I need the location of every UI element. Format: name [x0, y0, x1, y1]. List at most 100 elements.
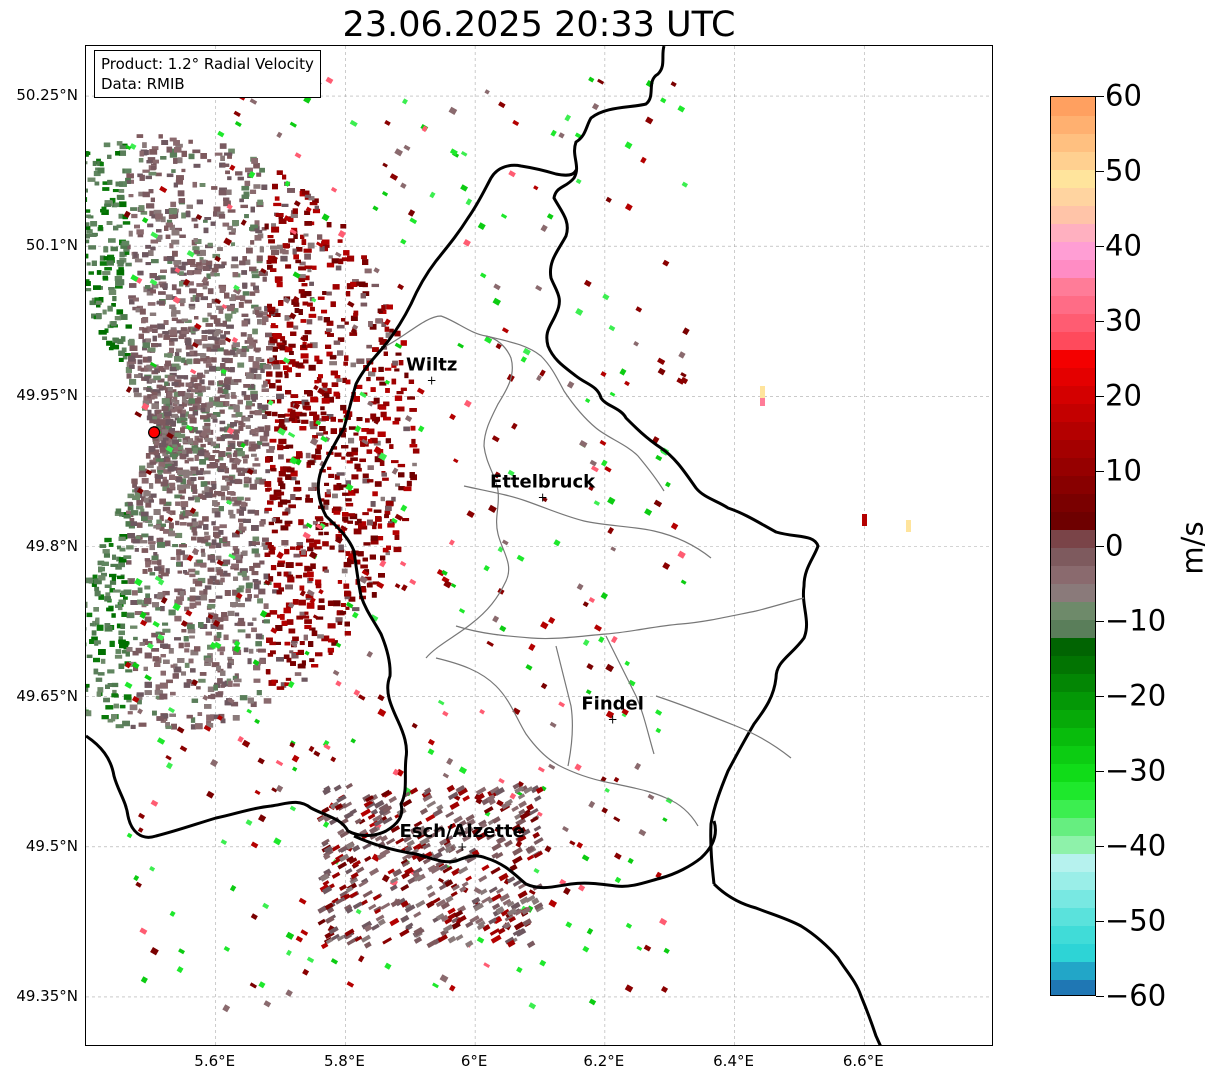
echo-pixel	[211, 521, 216, 526]
echo-pixel	[197, 392, 203, 397]
echo-pixel	[168, 214, 177, 219]
echo-pixel	[202, 286, 208, 290]
echo-pixel	[219, 394, 226, 398]
echo-pixel	[133, 297, 139, 302]
echo-pixel	[279, 344, 286, 351]
echo-pixel	[299, 641, 305, 646]
echo-pixel	[292, 208, 298, 215]
echo-pixel	[175, 348, 182, 353]
echo-pixel	[225, 317, 232, 322]
echo-pixel	[290, 412, 297, 418]
echo-pixel	[373, 509, 382, 513]
echo-pixel	[367, 479, 374, 483]
echo-pixel	[175, 143, 183, 148]
echo-pixel	[312, 208, 321, 214]
echo-pixel	[213, 211, 221, 217]
echo-pixel	[92, 160, 97, 166]
echo-pixel	[133, 251, 138, 258]
echo-pixel	[275, 379, 281, 383]
echo-pixel	[123, 555, 132, 559]
echo-pixel	[203, 227, 209, 234]
echo-pixel	[231, 463, 238, 470]
echo-pixel	[318, 598, 325, 603]
radar-map[interactable]: + Wiltz + Ettelbruck + Findel + Esch/Alzette	[85, 45, 993, 1046]
echo-pixel	[177, 271, 184, 276]
echo-pixel	[261, 184, 268, 190]
echo-pixel	[224, 467, 229, 474]
echo-pixel	[250, 206, 255, 213]
echo-pixel	[210, 441, 217, 447]
echo-pixel	[186, 204, 193, 209]
echo-pixel	[251, 158, 259, 164]
echo-pixel	[350, 315, 358, 321]
echo-pixel	[157, 378, 165, 383]
echo-pixel	[113, 589, 121, 593]
echo-pixel	[204, 455, 210, 461]
echo-pixel	[232, 452, 238, 457]
echo-pixel	[227, 680, 233, 687]
echo-pixel	[171, 363, 180, 367]
echo-pixel	[153, 509, 161, 515]
echo-pixel	[301, 549, 306, 555]
echo-pixel	[179, 544, 187, 548]
echo-pixel	[266, 669, 271, 675]
echo-pixel	[129, 704, 138, 711]
echo-pixel	[258, 648, 266, 653]
echo-pixel	[130, 207, 138, 211]
echo-pixel	[194, 570, 200, 575]
echo-pixel	[236, 348, 244, 355]
echo-pixel	[264, 305, 269, 312]
echo-pixel	[164, 353, 172, 358]
echo-pixel	[220, 684, 225, 688]
echo-pixel	[117, 545, 122, 550]
echo-pixel	[210, 481, 217, 486]
echo-pixel	[200, 562, 207, 568]
echo-pixel	[216, 632, 222, 638]
echo-pixel	[86, 253, 89, 259]
echo-pixel	[241, 185, 250, 191]
echo-pixel	[257, 598, 263, 604]
echo-pixel	[200, 449, 205, 455]
echo-pixel	[155, 418, 160, 422]
echo-pixel	[222, 163, 230, 167]
echo-pixel	[327, 396, 335, 403]
echo-pixel	[351, 447, 359, 452]
echo-pixel	[159, 447, 166, 453]
echo-pixel	[186, 479, 192, 485]
echo-pixel	[207, 487, 216, 491]
echo-pixel	[322, 541, 329, 547]
echo-pixel	[290, 470, 298, 477]
echo-pixel	[331, 258, 339, 264]
echo-pixel	[160, 643, 169, 648]
echo-pixel	[303, 572, 310, 578]
echo-pixel	[184, 642, 190, 648]
echo-pixel	[359, 458, 366, 463]
echo-pixel	[251, 274, 260, 279]
echo-pixel	[244, 299, 252, 304]
echo-pixel	[303, 634, 308, 641]
echo-pixel	[197, 265, 203, 270]
echo-pixel	[173, 158, 178, 164]
echo-pixel	[224, 331, 231, 335]
echo-pixel	[105, 684, 110, 689]
echo-pixel	[169, 243, 174, 249]
echo-pixel	[263, 573, 269, 580]
echo-pixel	[163, 529, 170, 534]
echo-pixel	[212, 714, 220, 720]
echo-pixel	[177, 470, 183, 475]
echo-pixel	[357, 551, 364, 557]
echo-pixel	[283, 571, 289, 577]
echo-pixel	[248, 648, 254, 654]
echo-pixel	[212, 418, 218, 423]
echo-pixel	[149, 378, 157, 383]
echo-pixel	[145, 175, 152, 180]
echo-pixel	[183, 570, 188, 574]
echo-pixel	[119, 547, 126, 552]
echo-pixel	[341, 484, 350, 488]
echo-pixel	[238, 554, 244, 559]
echo-pixel	[297, 649, 304, 655]
echo-pixel	[334, 452, 342, 457]
echo-pixel	[206, 347, 211, 352]
echo-pixel	[210, 271, 218, 277]
echo-pixel	[150, 197, 155, 203]
